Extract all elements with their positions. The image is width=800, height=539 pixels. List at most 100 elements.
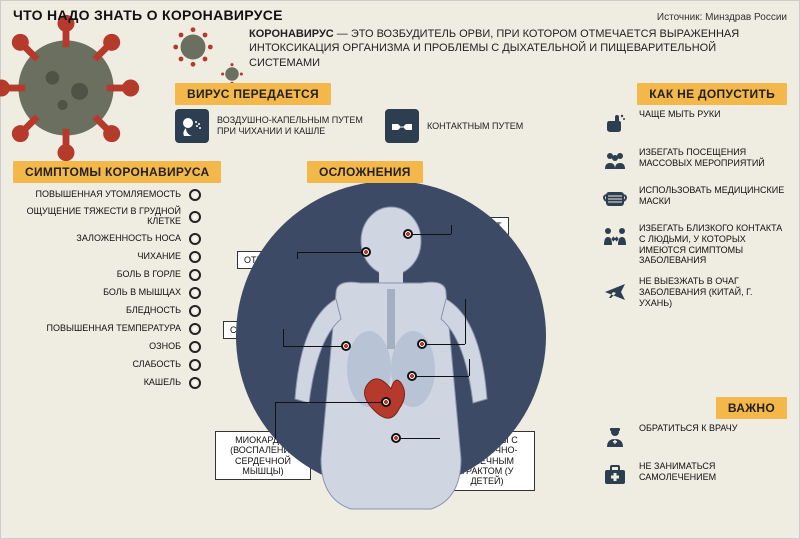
infographic-root: ЧТО НАДО ЗНАТЬ О КОРОНАВИРУСЕ Источник: …	[0, 0, 800, 539]
symptom-text: КАШЕЛЬ	[144, 378, 181, 388]
info-row: ЧАЩЕ МЫТЬ РУКИ	[601, 109, 787, 137]
symptom-row: КАШЕЛЬ	[9, 377, 201, 389]
handshake-icon	[385, 109, 419, 143]
info-row: НЕ ВЫЕЗЖАТЬ В ОЧАГ ЗАБОЛЕВАНИЯ (КИТАЙ, Г…	[601, 276, 787, 308]
plane-icon	[601, 276, 629, 304]
info-row: ИЗБЕГАТЬ БЛИЗКОГО КОНТАКТА С ЛЮДЬМИ, У К…	[601, 223, 787, 266]
symptom-text: БЛЕДНОСТЬ	[126, 306, 181, 316]
symptom-row: БОЛЬ В МЫШЦАХ	[9, 287, 201, 299]
virus-large-icon	[0, 3, 151, 173]
symptom-row: ЗАЛОЖЕННОСТЬ НОСА	[9, 233, 201, 245]
marker-pnevmoniya	[407, 371, 417, 381]
bullet-dot-icon	[189, 377, 201, 389]
medkit-icon	[601, 461, 629, 489]
connector-line	[439, 438, 440, 439]
symptom-row: ПОВЫШЕННАЯ ТЕМПЕРАТУРА	[9, 323, 201, 335]
connector-line	[297, 252, 298, 259]
transmission-section: ВИРУС ПЕРЕДАЕТСЯ	[175, 83, 331, 105]
info-text: ИЗБЕГАТЬ БЛИЗКОГО КОНТАКТА С ЛЮДЬМИ, У К…	[639, 223, 787, 266]
symptom-text: ПОВЫШЕННАЯ ТЕМПЕРАТУРА	[47, 324, 181, 334]
connector-line	[283, 329, 284, 346]
bullet-dot-icon	[189, 287, 201, 299]
transmission-text: ВОЗДУШНО-КАПЕЛЬНЫМ ПУТЕМ ПРИ ЧИХАНИИ И К…	[217, 115, 365, 137]
cough-icon	[175, 109, 209, 143]
marker-zhkt	[391, 433, 401, 443]
symptom-row: ОЗНОБ	[9, 341, 201, 353]
connector-line	[408, 234, 451, 235]
marker-otit	[361, 247, 371, 257]
connector-line	[275, 402, 386, 403]
symptom-row: СЛАБОСТЬ	[9, 359, 201, 371]
symptoms-section: СИМПТОМЫ КОРОНАВИРУСА	[13, 161, 221, 183]
bullet-dot-icon	[189, 323, 201, 335]
marker-miokardit	[381, 397, 391, 407]
info-text: НЕ ЗАНИМАТЬСЯ САМОЛЕЧЕНИЕМ	[639, 461, 787, 483]
symptom-row: ЧИХАНИЕ	[9, 251, 201, 263]
connector-line	[275, 402, 276, 439]
complications-label: ОСЛОЖНЕНИЯ	[307, 161, 423, 183]
info-row: ОБРАТИТЬСЯ К ВРАЧУ	[601, 423, 787, 451]
virus-small-icon	[169, 23, 217, 71]
marker-sinusit	[403, 229, 413, 239]
connector-line	[422, 344, 465, 345]
distance-icon	[601, 223, 629, 251]
info-text: НЕ ВЫЕЗЖАТЬ В ОЧАГ ЗАБОЛЕВАНИЯ (КИТАЙ, Г…	[639, 276, 787, 308]
marker-sepsis	[341, 341, 351, 351]
transmission-items: ВОЗДУШНО-КАПЕЛЬНЫМ ПУТЕМ ПРИ ЧИХАНИИ И К…	[175, 109, 523, 143]
bullet-dot-icon	[189, 211, 201, 223]
doctor-icon	[601, 423, 629, 451]
bullet-dot-icon	[189, 269, 201, 281]
connector-line	[412, 376, 469, 377]
important-section: ВАЖНО	[716, 397, 787, 419]
symptom-row: БЛЕДНОСТЬ	[9, 305, 201, 317]
connector-line	[396, 438, 439, 439]
marker-bronhit	[417, 339, 427, 349]
body-diagram	[201, 181, 581, 531]
handwash-icon	[601, 109, 629, 137]
transmission-item: ВОЗДУШНО-КАПЕЛЬНЫМ ПУТЕМ ПРИ ЧИХАНИИ И К…	[175, 109, 365, 143]
connector-line	[465, 299, 466, 344]
symptom-row: ОЩУЩЕНИЕ ТЯЖЕСТИ В ГРУДНОЙ КЛЕТКЕ	[9, 207, 201, 227]
prevention-list: ЧАЩЕ МЫТЬ РУКИ ИЗБЕГАТЬ ПОСЕЩЕНИЯ МАССОВЫ…	[601, 109, 787, 319]
bullet-dot-icon	[189, 251, 201, 263]
transmission-label: ВИРУС ПЕРЕДАЕТСЯ	[175, 83, 331, 105]
symptom-row: ПОВЫШЕННАЯ УТОМЛЯЕМОСТЬ	[9, 189, 201, 201]
connector-line	[283, 346, 346, 347]
source-text: Источник: Минздрав России	[657, 12, 787, 23]
symptoms-label: СИМПТОМЫ КОРОНАВИРУСА	[13, 161, 221, 183]
symptom-text: ОЩУЩЕНИЕ ТЯЖЕСТИ В ГРУДНОЙ КЛЕТКЕ	[21, 207, 181, 227]
transmission-item: КОНТАКТНЫМ ПУТЕМ	[385, 109, 523, 143]
info-row: НЕ ЗАНИМАТЬСЯ САМОЛЕЧЕНИЕМ	[601, 461, 787, 489]
bullet-dot-icon	[189, 233, 201, 245]
bullet-dot-icon	[189, 341, 201, 353]
symptom-row: БОЛЬ В ГОРЛЕ	[9, 269, 201, 281]
intro-text: КОРОНАВИРУС — ЭТО ВОЗБУДИТЕЛЬ ОРВИ, ПРИ …	[249, 27, 777, 70]
complications-section: ОСЛОЖНЕНИЯ	[307, 161, 423, 183]
symptoms-list: ПОВЫШЕННАЯ УТОМЛЯЕМОСТЬ ОЩУЩЕНИЕ ТЯЖЕСТИ …	[9, 189, 201, 395]
prevention-section: КАК НЕ ДОПУСТИТЬ	[637, 83, 787, 105]
symptom-text: ЧИХАНИЕ	[138, 252, 181, 262]
symptom-text: ПОВЫШЕННАЯ УТОМЛЯЕМОСТЬ	[35, 190, 181, 200]
important-label: ВАЖНО	[716, 397, 787, 419]
human-body-icon	[281, 199, 501, 519]
crowd-icon	[601, 147, 629, 175]
connector-line	[297, 252, 366, 253]
info-text: ИЗБЕГАТЬ ПОСЕЩЕНИЯ МАССОВЫХ МЕРОПРИЯТИЙ	[639, 147, 787, 169]
info-text: ОБРАТИТЬСЯ К ВРАЧУ	[639, 423, 737, 434]
connector-line	[451, 225, 452, 234]
bullet-dot-icon	[189, 359, 201, 371]
page-title: ЧТО НАДО ЗНАТЬ О КОРОНАВИРУСЕ	[13, 7, 283, 23]
symptom-text: БОЛЬ В ГОРЛЕ	[117, 270, 181, 280]
info-row: ИСПОЛЬЗОВАТЬ МЕДИЦИНСКИЕ МАСКИ	[601, 185, 787, 213]
transmission-text: КОНТАКТНЫМ ПУТЕМ	[427, 121, 523, 132]
bullet-dot-icon	[189, 189, 201, 201]
connector-line	[469, 359, 470, 376]
bullet-dot-icon	[189, 305, 201, 317]
info-text: ЧАЩЕ МЫТЬ РУКИ	[639, 109, 721, 120]
intro-bold: КОРОНАВИРУС	[249, 28, 334, 40]
prevention-label: КАК НЕ ДОПУСТИТЬ	[637, 83, 787, 105]
important-list: ОБРАТИТЬСЯ К ВРАЧУ НЕ ЗАНИМАТЬСЯ САМОЛЕЧЕ…	[601, 423, 787, 499]
info-text: ИСПОЛЬЗОВАТЬ МЕДИЦИНСКИЕ МАСКИ	[639, 185, 787, 207]
symptom-text: ЗАЛОЖЕННОСТЬ НОСА	[76, 234, 181, 244]
mask-icon	[601, 185, 629, 213]
